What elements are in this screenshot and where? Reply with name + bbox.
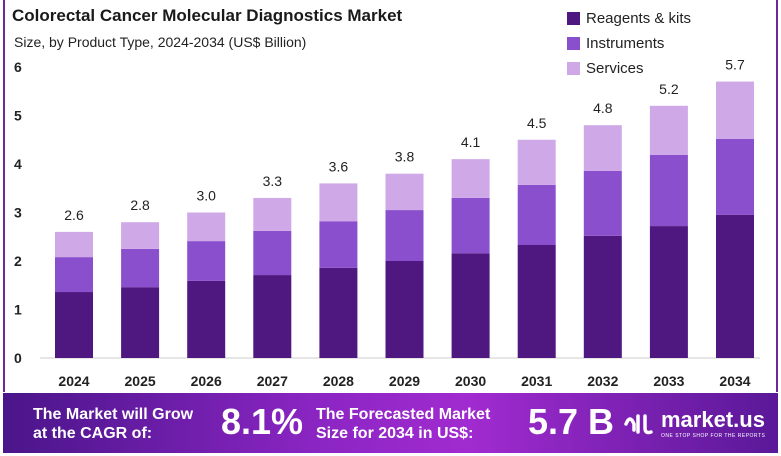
bar-segment-2031-1: [517, 184, 556, 245]
bar-segment-2033-0: [649, 226, 688, 358]
data-label: 5.7: [725, 57, 745, 73]
bar-segment-2028-2: [319, 183, 358, 222]
bar-segment-2029-2: [385, 173, 424, 211]
bar-segment-2030-2: [451, 159, 490, 198]
bar-segment-2034-0: [716, 214, 754, 358]
bar-segment-2026-0: [187, 280, 226, 358]
bar-segment-2029-1: [385, 210, 424, 261]
forecast-value: 5.7 B: [528, 401, 615, 442]
bar-chart: 0 1 2 3 4 5 6 2.6 2024 2.8 2025 3.0 2026 3.3 2027 3.6 20…: [14, 57, 760, 389]
bar-segment-2027-1: [253, 230, 292, 276]
y-tick-label: 3: [14, 205, 22, 221]
chart-subtitle: Size, by Product Type, 2024-2034 (US$ Bi…: [14, 34, 307, 50]
data-label: 4.5: [527, 115, 547, 131]
data-label: 4.8: [593, 100, 613, 116]
y-tick-label: 4: [14, 156, 22, 172]
legend-label: Reagents & kits: [586, 10, 692, 27]
x-tick-label: 2026: [191, 373, 222, 389]
bar-segment-2026-1: [187, 241, 226, 281]
cagr-value: 8.1%: [221, 401, 304, 442]
y-tick-label: 0: [14, 350, 22, 366]
forecast-label: The Forecasted Market Size for 2034 in US…: [316, 406, 491, 442]
bar-segment-2033-2: [649, 105, 688, 155]
bar-segment-2024-1: [55, 257, 93, 293]
data-label: 3.3: [263, 173, 283, 189]
legend-item-instruments: Instruments: [567, 31, 691, 56]
x-tick-label: 2030: [455, 373, 486, 389]
legend: Reagents & kits Instruments Services: [567, 6, 691, 81]
data-label: 2.6: [64, 207, 84, 223]
x-tick-label: 2034: [719, 373, 750, 389]
bar-segment-2027-0: [253, 275, 292, 358]
data-label: 3.8: [395, 149, 415, 165]
legend-item-reagents: Reagents & kits: [567, 6, 691, 31]
x-tick-label: 2029: [389, 373, 420, 389]
logo-icon: [624, 414, 653, 435]
data-label: 5.2: [659, 81, 679, 97]
legend-label: Instruments: [586, 35, 665, 52]
bar-segment-2032-1: [583, 170, 622, 236]
bar-segment-2031-0: [517, 244, 556, 358]
bar-segment-2025-1: [121, 248, 160, 288]
bar-segment-2028-0: [319, 267, 358, 358]
y-tick-label: 6: [14, 59, 22, 75]
legend-item-services: Services: [567, 56, 691, 81]
legend-label: Services: [586, 60, 644, 77]
data-label: 3.6: [329, 158, 349, 174]
bar-segment-2029-0: [385, 261, 424, 358]
bar-segment-2026-2: [187, 212, 226, 242]
bar-segment-2024-0: [55, 292, 93, 358]
legend-swatch: [567, 62, 580, 75]
x-tick-label: 2027: [257, 373, 288, 389]
summary-banner: The Market will Grow at the CAGR of: 8.1%…: [3, 393, 778, 453]
y-tick-label: 5: [14, 108, 22, 124]
bar-segment-2027-2: [253, 197, 292, 231]
bar-segment-2031-2: [517, 139, 556, 185]
bar-segment-2033-1: [649, 154, 688, 227]
x-tick-label: 2024: [58, 373, 89, 389]
x-tick-label: 2028: [323, 373, 354, 389]
x-tick-label: 2033: [653, 373, 684, 389]
bar-segment-2032-2: [583, 125, 622, 171]
market-us-logo: market.us ONE STOP SHOP FOR THE REPORTS: [623, 407, 765, 439]
bar-segment-2025-2: [121, 222, 160, 249]
bar-segment-2030-1: [451, 197, 490, 254]
legend-swatch: [567, 12, 580, 25]
bar-segment-2024-2: [55, 231, 93, 258]
data-label: 4.1: [461, 134, 481, 150]
chart-title: Colorectal Cancer Molecular Diagnostics …: [12, 6, 403, 25]
y-tick-label: 2: [14, 253, 22, 269]
bar-segment-2032-0: [583, 235, 622, 358]
y-tick-label: 1: [14, 302, 22, 318]
x-tick-label: 2025: [125, 373, 156, 389]
cagr-label: The Market will Grow at the CAGR of:: [33, 406, 194, 442]
bar-segment-2030-0: [451, 253, 490, 358]
bar-segment-2025-0: [121, 287, 160, 358]
bar-segment-2034-1: [716, 138, 754, 215]
bar-segment-2034-2: [716, 81, 754, 139]
chart-frame: [3, 0, 778, 392]
x-tick-label: 2031: [521, 373, 552, 389]
data-label: 3.0: [196, 188, 216, 204]
bar-segment-2028-1: [319, 221, 358, 268]
data-label: 2.8: [130, 197, 150, 213]
legend-swatch: [567, 37, 580, 50]
x-tick-label: 2032: [587, 373, 618, 389]
